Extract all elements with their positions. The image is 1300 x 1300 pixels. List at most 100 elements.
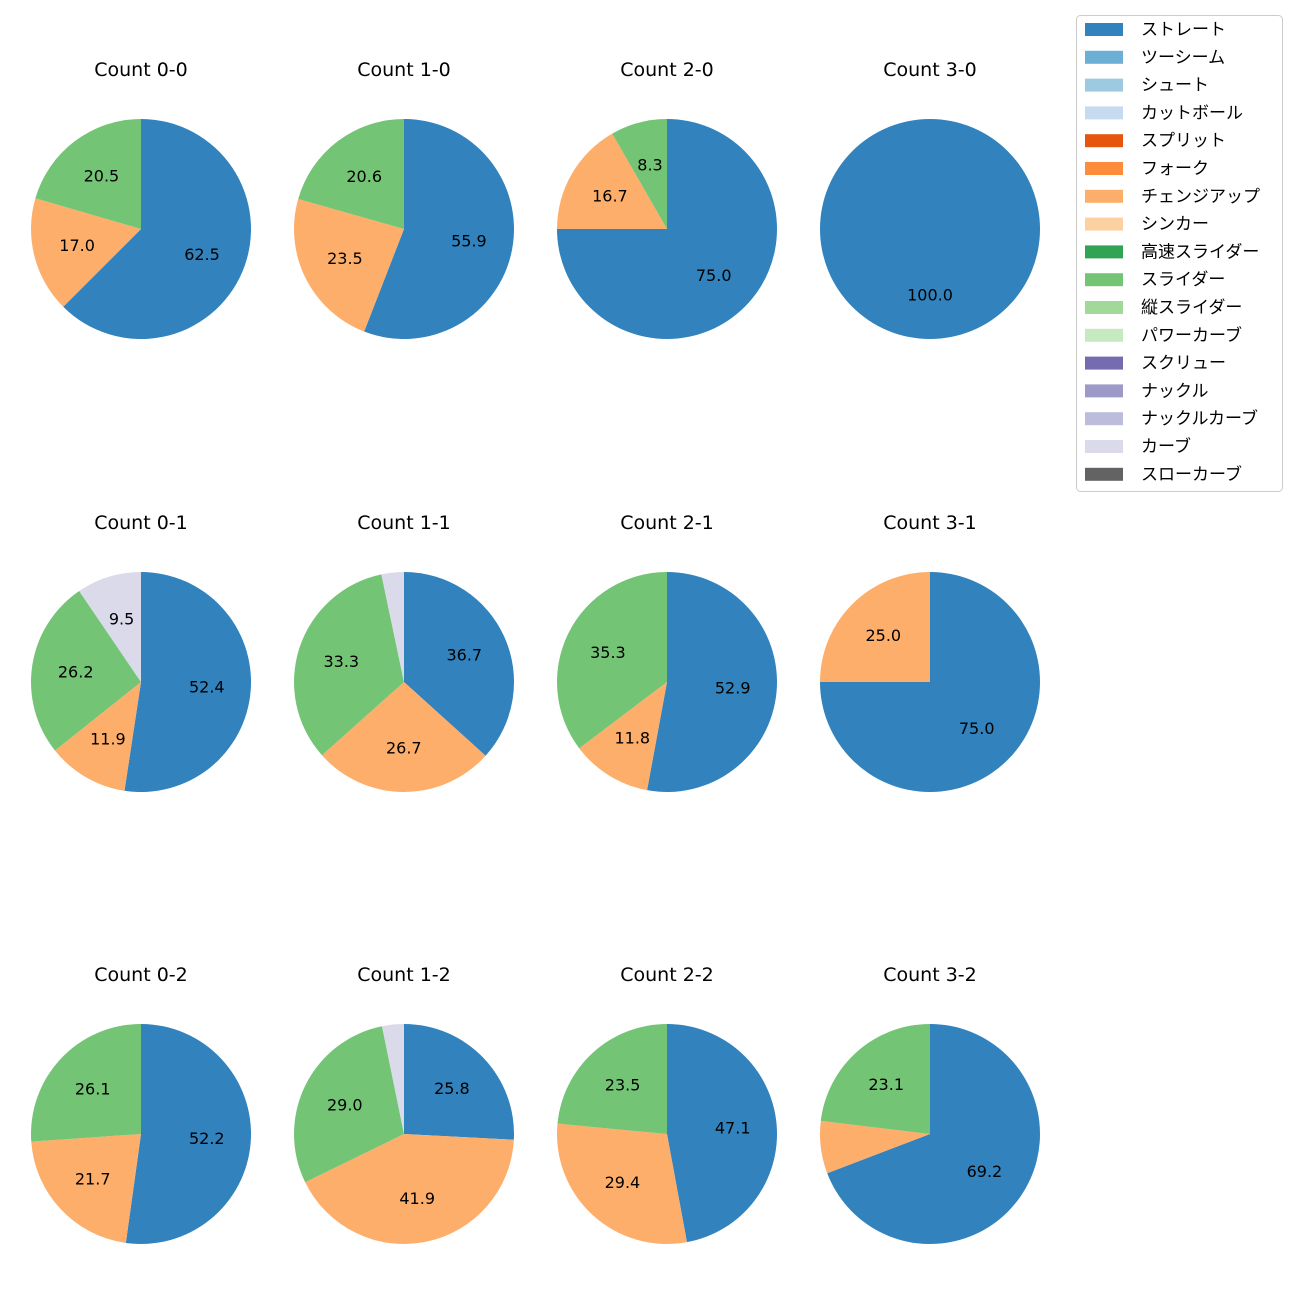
pie-title: Count 0-0 bbox=[94, 59, 188, 81]
legend-swatch bbox=[1085, 412, 1123, 426]
pie-slice bbox=[404, 1024, 514, 1140]
legend-swatch bbox=[1085, 189, 1123, 203]
pie-slice bbox=[124, 572, 252, 792]
legend-swatch bbox=[1085, 467, 1123, 481]
pie-title: Count 2-2 bbox=[620, 964, 714, 986]
pie-slice-label: 26.2 bbox=[58, 663, 94, 682]
legend-label: スライダー bbox=[1141, 270, 1225, 290]
pie-slice-label: 23.5 bbox=[605, 1076, 641, 1095]
pie-slice bbox=[30, 591, 141, 751]
pie-slice-label: 29.0 bbox=[327, 1095, 363, 1114]
pie-slice-label: 20.6 bbox=[346, 167, 382, 186]
pie-slice-label: 75.0 bbox=[959, 719, 995, 738]
pie-slice bbox=[298, 119, 404, 229]
pie-count-2-1: Count 2-1 52.9 11.8 35.3 bbox=[556, 512, 777, 792]
pie-count-3-1: Count 3-1 75.0 25.0 bbox=[820, 512, 1040, 792]
pie-title: Count 1-0 bbox=[357, 59, 451, 81]
pie-title: Count 1-1 bbox=[357, 512, 451, 534]
pie-slice bbox=[294, 198, 404, 332]
legend-swatch bbox=[1085, 440, 1123, 453]
pie-slice-label: 52.9 bbox=[715, 679, 751, 698]
pie-slice-label: 11.9 bbox=[90, 730, 126, 749]
legend-label: カットボール bbox=[1141, 103, 1243, 123]
pie-slice bbox=[820, 119, 1040, 339]
legend-label: 縦スライダー bbox=[1141, 298, 1242, 318]
legend-item: スプリット bbox=[1085, 131, 1226, 151]
pie-slice-label: 25.0 bbox=[865, 626, 901, 645]
legend-label: スクリュー bbox=[1141, 354, 1226, 374]
legend-item: 縦スライダー bbox=[1085, 298, 1242, 318]
pie-slice bbox=[647, 572, 777, 792]
pie-slice bbox=[579, 682, 667, 791]
pie-slice bbox=[294, 574, 404, 756]
pie-slice-label: 16.7 bbox=[592, 186, 628, 205]
pie-slice-label: 36.7 bbox=[446, 646, 482, 665]
legend-item: ナックル bbox=[1085, 381, 1209, 401]
legend-swatch bbox=[1085, 78, 1123, 92]
pie-slice-label: 69.2 bbox=[967, 1162, 1003, 1181]
pie-slice bbox=[819, 1120, 930, 1174]
legend-swatch bbox=[1085, 273, 1123, 287]
legend-items: ストレートツーシームシュートカットボールスプリットフォークチェンジアップシンカー… bbox=[1085, 20, 1260, 485]
legend-label: シンカー bbox=[1141, 215, 1209, 235]
pie-slice bbox=[612, 118, 667, 229]
legend-label: ナックルカーブ bbox=[1141, 408, 1258, 429]
legend-swatch bbox=[1085, 217, 1123, 231]
pie-count-1-0: Count 1-0 55.9 23.5 20.6 bbox=[294, 59, 514, 339]
legend-swatch bbox=[1085, 328, 1123, 342]
pie-slice bbox=[556, 572, 667, 749]
pie-slice bbox=[557, 133, 667, 229]
legend-swatch bbox=[1085, 134, 1123, 148]
legend-item: スライダー bbox=[1085, 270, 1225, 290]
pie-slice bbox=[404, 572, 515, 756]
pie-slice-label: 52.2 bbox=[189, 1129, 225, 1148]
pie-slice-label: 11.8 bbox=[614, 729, 650, 748]
pie-slice-label: 62.5 bbox=[184, 245, 220, 264]
pie-slice-label: 75.0 bbox=[696, 266, 732, 285]
pie-slice bbox=[54, 682, 141, 791]
legend-label: スプリット bbox=[1141, 131, 1226, 151]
pie-count-2-2: Count 2-2 47.1 29.4 23.5 bbox=[557, 964, 778, 1245]
pie-slice-label: 9.5 bbox=[109, 609, 134, 628]
pie-title: Count 3-1 bbox=[883, 512, 977, 534]
pie-slice-label: 29.4 bbox=[605, 1173, 641, 1192]
pie-title: Count 1-2 bbox=[357, 964, 451, 986]
pie-slice bbox=[557, 1123, 687, 1245]
legend-item: ストレート bbox=[1085, 20, 1226, 40]
pie-title: Count 0-2 bbox=[94, 964, 188, 986]
pie-slice-label: 21.7 bbox=[75, 1170, 111, 1189]
legend-item: スクリュー bbox=[1085, 354, 1226, 374]
pie-slice bbox=[667, 1024, 778, 1243]
legend-label: 高速スライダー bbox=[1141, 242, 1259, 262]
pie-slice bbox=[305, 1134, 514, 1244]
pie-slice bbox=[364, 119, 514, 339]
pie-slice bbox=[79, 572, 141, 682]
pie-slice bbox=[35, 119, 142, 229]
pie-slice bbox=[382, 1024, 404, 1134]
legend-label: パワーカーブ bbox=[1141, 325, 1242, 346]
pie-slice-label: 26.1 bbox=[75, 1080, 111, 1099]
pie-slice bbox=[125, 1024, 252, 1245]
legend-swatch bbox=[1085, 301, 1123, 314]
pie-title: Count 2-1 bbox=[620, 512, 714, 534]
legend-frame bbox=[1076, 15, 1283, 492]
pie-slice bbox=[30, 1024, 142, 1142]
legend-item: カットボール bbox=[1085, 103, 1243, 123]
pie-title: Count 3-0 bbox=[883, 59, 977, 81]
pie-slice-label: 23.5 bbox=[327, 249, 363, 268]
pie-count-0-1: Count 0-1 52.4 11.9 26.2 9.5 bbox=[30, 512, 252, 792]
pie-slice-label: 55.9 bbox=[451, 232, 487, 251]
pie-count-1-2: Count 1-2 25.8 41.9 29.0 bbox=[293, 964, 514, 1244]
pie-count-3-2: Count 3-2 69.2 23.1 bbox=[819, 964, 1040, 1244]
legend-item: パワーカーブ bbox=[1085, 325, 1242, 346]
pie-slice bbox=[31, 198, 141, 307]
pie-count-1-1: Count 1-1 36.7 26.7 33.3 bbox=[294, 512, 515, 792]
pie-title: Count 3-2 bbox=[883, 964, 977, 986]
pie-slice-label: 20.5 bbox=[84, 167, 120, 186]
pie-count-0-0: Count 0-0 62.5 17.0 20.5 bbox=[31, 59, 252, 339]
pie-slice-label: 41.9 bbox=[399, 1189, 435, 1208]
legend: ストレートツーシームシュートカットボールスプリットフォークチェンジアップシンカー… bbox=[1076, 15, 1283, 492]
pie-slice bbox=[820, 572, 930, 682]
legend-swatch bbox=[1085, 23, 1123, 36]
